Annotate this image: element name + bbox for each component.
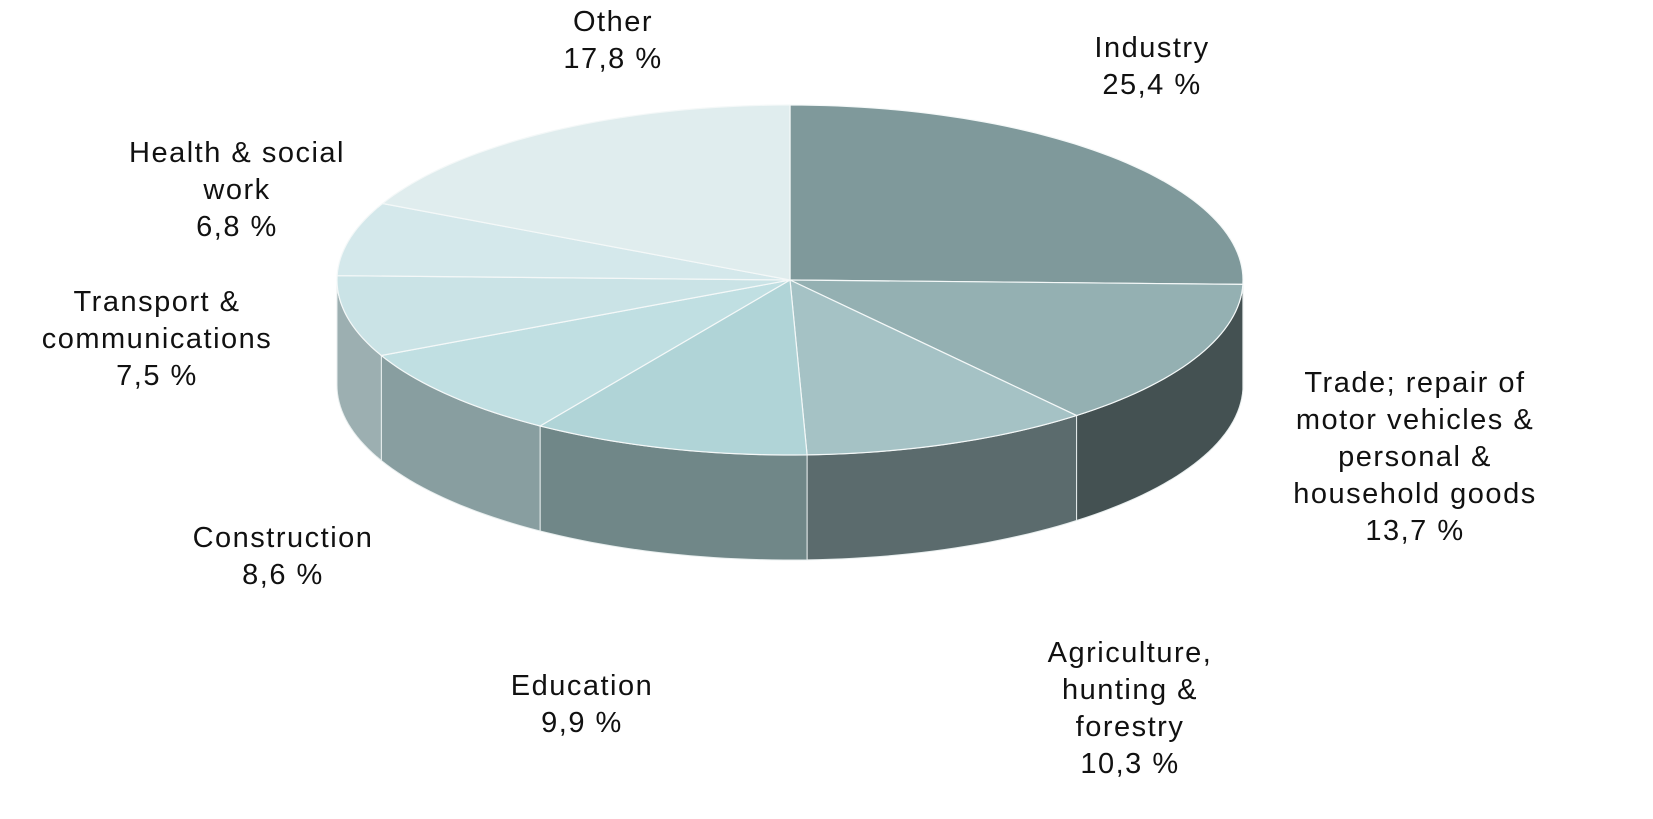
value-label: 6,8 %: [196, 211, 278, 243]
category-name: Other: [572, 6, 654, 38]
slice: [789, 104, 1244, 286]
category-name: Education: [510, 670, 654, 702]
slice: [789, 279, 1079, 456]
category-name: Transport & communications: [41, 286, 273, 355]
slice-label: Construction 8,6 %: [193, 520, 374, 594]
value-label: 25,4 %: [1102, 69, 1202, 101]
category-name: Industry: [1094, 32, 1210, 64]
slice-label: Agriculture, hunting & forestry 10,3 %: [1023, 635, 1238, 783]
value-label: 17,8 %: [563, 43, 663, 75]
category-name: Trade; repair of motor vehicles & person…: [1293, 367, 1537, 510]
slice-label: Education 9,9 %: [511, 668, 654, 742]
value-label: 9,9 %: [541, 707, 623, 739]
slice: [789, 279, 1244, 417]
slice-label: Trade; repair of motor vehicles & person…: [1265, 365, 1565, 550]
value-label: 7,5 %: [116, 360, 198, 392]
slice: [336, 202, 791, 281]
category-name: Agriculture, hunting & forestry: [1047, 637, 1213, 743]
value-label: 10,3 %: [1080, 748, 1180, 780]
slice: [379, 279, 791, 427]
slice: [538, 279, 808, 456]
slice-label: Transport & communications 7,5 %: [12, 284, 302, 395]
slice-label: Other 17,8 %: [563, 4, 662, 78]
value-label: 8,6 %: [242, 559, 324, 591]
value-label: 13,7 %: [1365, 515, 1465, 547]
category-name: Construction: [192, 522, 374, 554]
slice-label: Health & social work 6,8 %: [105, 135, 370, 246]
slice: [381, 104, 791, 281]
slice: [336, 274, 791, 357]
category-name: Health & social work: [129, 137, 345, 206]
slice-label: Industry 25,4 %: [1094, 30, 1209, 104]
